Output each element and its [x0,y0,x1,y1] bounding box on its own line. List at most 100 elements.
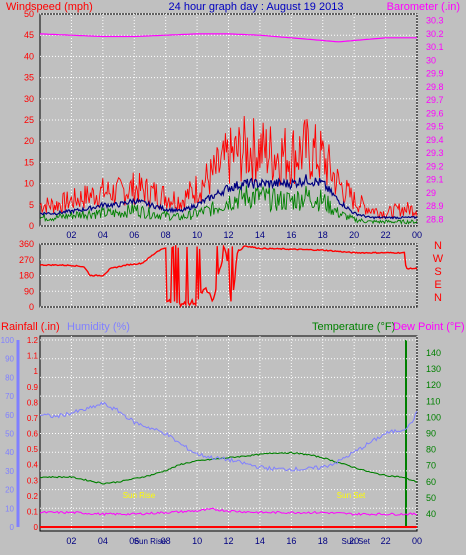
climate-time-tick-label: 20 [349,536,359,546]
barometer-tick-label: 30.3 [426,16,444,26]
windspeed-axis-title: Windspeed (mph) [6,1,93,13]
climate-time-tick-label: 16 [286,536,296,546]
wind-time-tick-labels: 02 04 06 08 10 12 14 16 18 20 22 00 [66,230,422,240]
sun-event-time-label: Sun Set [342,537,371,546]
rainfall-tick-labels: 0 0.1 0.2 0.3 0.4 0.5 0.6 0.7 0.8 0.9 1 1.1 1.2 [27,336,39,532]
climate-time-tick-label: 12 [223,536,233,546]
rainfall-tick-label: 0 [34,523,39,532]
barometer-tick-label: 30 [426,55,436,65]
humidity-tick-label: 100 [1,336,15,345]
sun-event-label: Sun Rise [123,491,156,500]
humidity-tick-label: 40 [5,448,14,457]
barometer-tick-label: 29.3 [426,148,444,158]
wind-time-tick-label: 20 [349,230,359,240]
barometer-axis-title: Barometer (.in) [387,1,460,13]
climate-time-tick-label: 10 [192,536,202,546]
humidity-tick-label: 30 [5,467,14,476]
barometer-line [39,33,417,43]
humidity-tick-label: 20 [5,486,14,495]
dewpoint-axis-title: Dew Point (°F) [393,321,465,333]
compass-tick-label: E [434,279,441,291]
barometer-tick-label: 29.8 [426,82,444,92]
barometer-tick-label: 29.9 [426,69,444,79]
compass-tick-label: W [433,253,444,265]
climate-time-tick-label: 14 [255,536,265,546]
temperature-tick-label: 50 [426,493,436,503]
temperature-tick-labels: 40 50 60 70 80 90 100 110 120 130 140 [426,348,441,519]
windspeed-tick-label: 20 [24,136,34,146]
rainfall-tick-label: 0.3 [27,476,39,485]
temperature-tick-label: 80 [426,445,436,455]
barometer-tick-label: 29.6 [426,108,444,118]
wind-direction-line [39,244,418,308]
direction-degree-tick-label: 0 [29,302,34,312]
rainfall-tick-label: 0.6 [27,430,39,439]
climate-time-tick-label: 02 [66,536,76,546]
barometer-tick-label: 28.9 [426,201,444,211]
windspeed-tick-label: 50 [24,9,34,19]
temperature-tick-label: 140 [426,348,441,358]
climate-time-tick-label: 22 [381,536,391,546]
climate-time-tick-label: 04 [98,536,108,546]
direction-degree-tick-labels: 0 90 180 270 360 [19,239,34,312]
rainfall-tick-label: 0.1 [27,507,39,516]
wind-time-tick-label: 02 [66,230,76,240]
sun-event-label: Sun Set [337,491,366,500]
temperature-axis-title: Temperature (°F) [312,321,395,333]
humidity-tick-label: 80 [5,373,14,382]
barometer-tick-labels: 28.8 28.9 29 29.1 29.2 29.3 29.4 29.5 29.6 29.7 29… [426,16,444,225]
rainfall-axis-title: Rainfall (.in) [1,321,60,333]
rainfall-tick-label: 0.4 [27,461,39,470]
humidity-tick-label: 10 [5,504,14,513]
wind-time-tick-label: 14 [255,230,265,240]
temperature-tick-label: 40 [426,509,436,519]
windspeed-tick-label: 25 [24,115,34,125]
climate-time-tick-label: 00 [412,536,422,546]
barometer-tick-label: 29 [426,188,436,198]
wind-average-line [39,174,418,220]
humidity-line [39,401,418,472]
humidity-tick-label: 50 [5,430,14,439]
rainfall-tick-label: 0.2 [27,492,39,501]
rainfall-tick-label: 0.5 [27,445,39,454]
windspeed-tick-label: 15 [24,157,34,167]
temperature-tick-label: 60 [426,477,436,487]
direction-degree-tick-label: 270 [19,255,34,265]
humidity-tick-label: 70 [5,392,14,401]
direction-degree-tick-label: 90 [24,286,34,296]
wind-time-tick-label: 08 [161,230,171,240]
wind-time-tick-label: 00 [412,230,422,240]
windspeed-tick-label: 45 [24,30,34,40]
barometer-tick-label: 30.1 [426,42,444,52]
windspeed-tick-labels: 0 5 10 15 20 25 30 35 40 45 50 [24,9,34,231]
wind-time-tick-label: 18 [318,230,328,240]
direction-degree-tick-label: 180 [19,271,34,281]
rainfall-tick-label: 1.2 [27,336,39,345]
windspeed-tick-label: 30 [24,94,34,104]
climate-time-tick-label: 18 [318,536,328,546]
humidity-axis-title: Humidity (%) [67,321,130,333]
climate-time-tick-label: 06 [129,536,139,546]
dew-point-line [39,507,418,517]
wind-time-tick-label: 06 [129,230,139,240]
wind-speed-line [39,185,418,225]
barometer-tick-label: 28.8 [426,214,444,224]
temperature-tick-label: 70 [426,461,436,471]
compass-tick-label: N [434,292,442,304]
barometer-tick-label: 29.1 [426,175,444,185]
barometer-tick-label: 29.2 [426,161,444,171]
rainfall-tick-label: 1.1 [27,352,39,361]
compass-tick-label: N [434,240,442,252]
temperature-tick-label: 130 [426,364,441,374]
sun-annotations: Sun Rise Sun Set Sun Rise Sun Set [123,491,371,546]
direction-series-group [39,244,418,308]
temperature-line [39,451,418,485]
wind-gridlines [40,13,418,227]
barometer-tick-label: 29.5 [426,122,444,132]
windspeed-tick-label: 0 [29,221,34,231]
windspeed-tick-label: 35 [24,73,34,83]
